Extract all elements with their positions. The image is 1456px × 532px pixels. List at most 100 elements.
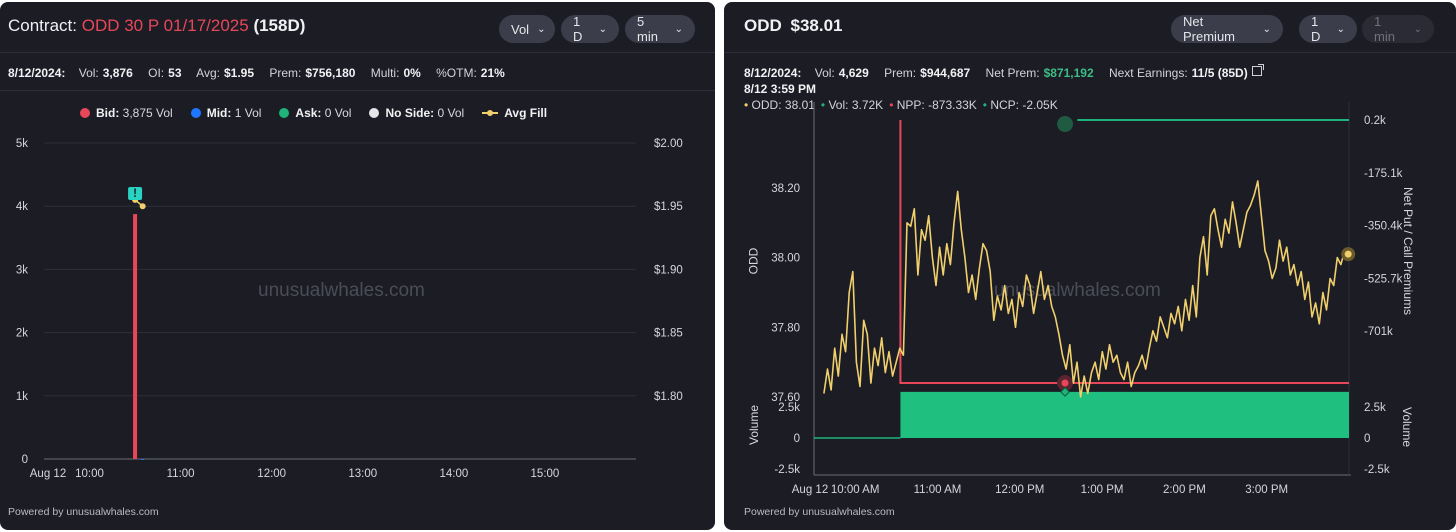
legend-value: 0 Vol (324, 106, 352, 120)
divider (724, 52, 1456, 53)
interval-dropdown[interactable]: 5 min ⌄ (625, 14, 695, 44)
tooltip-label: NPP: (896, 98, 925, 112)
x-tick-label: Aug 12 (30, 468, 66, 480)
ncp-marker (1057, 116, 1074, 132)
legend-label: Avg Fill (504, 106, 548, 120)
tooltip-values: • ODD: 38.01 • Vol: 3.72K • NPP: -873.33K •… (744, 98, 1064, 112)
x-tick-label: 10:00 AM (831, 484, 880, 496)
y-right-tick-label: $1.85 (654, 328, 683, 340)
y-left-tick-label: 37.80 (771, 322, 800, 334)
legend-swatch (80, 108, 90, 118)
chevron-down-icon: ⌄ (1413, 23, 1422, 35)
x-tick-label: 3:00 PM (1245, 484, 1288, 496)
volume-bar-mid (141, 458, 145, 460)
watermark: unusualwhales.com (258, 280, 425, 301)
volume-bar-bid (133, 214, 138, 459)
tooltip-value: -2.05K (1022, 98, 1058, 112)
y-right-tick-label: -525.7k (1364, 273, 1403, 285)
volume-left-tick-label: -2.5k (774, 464, 800, 476)
vol-dropdown[interactable]: Vol ⌄ (499, 15, 555, 43)
y-left-tick-label: 37.60 (771, 392, 800, 404)
tooltip-dot: • (744, 98, 749, 112)
volume-left-label: Volume (747, 404, 762, 446)
legend-swatch (369, 108, 380, 118)
x-tick-label: 10:00 (75, 468, 104, 480)
tooltip-dot: • (820, 98, 826, 112)
tooltip-value: -873.33K (928, 98, 977, 112)
ticker-price: $38.01 (790, 16, 843, 35)
tooltip-item: • Vol: 3.72K (821, 98, 883, 112)
chevron-down-icon: ⌄ (674, 23, 683, 35)
legend-label: Mid: (206, 106, 232, 120)
y-left-tick-label: 5k (16, 138, 28, 150)
footer-credit: Powered by unusualwhales.com (744, 506, 895, 518)
y-right-tick-label: $1.90 (654, 264, 683, 276)
volume-area (900, 391, 1349, 438)
tooltip-label: ODD: (751, 98, 782, 112)
chevron-down-icon: ⌄ (1262, 23, 1271, 35)
alert-marker-icon (128, 187, 143, 200)
ticker-symbol: ODD (744, 16, 782, 35)
legend-value: 1 Vol (234, 106, 262, 120)
x-tick-label: 14:00 (439, 468, 468, 480)
legend-item[interactable]: Bid: 3,875 Vol (80, 106, 173, 120)
tooltip-item: • NCP: -2.05K (983, 98, 1058, 112)
tooltip-item: • NPP: -873.33K (889, 98, 977, 112)
contract-title-prefix: Contract: (8, 16, 77, 35)
net-premium-chart: 37.60 37.80 38.00 38.20 0.2k -175.1k -350.4k -5… (771, 102, 1403, 496)
volume-right-tick-label: 0 (1364, 433, 1370, 445)
external-link-icon[interactable] (1251, 64, 1264, 76)
volume-right-label: Volume (1400, 406, 1415, 448)
timeframe-dropdown[interactable]: 1 D ⌄ (1299, 14, 1357, 44)
price-marker (1344, 250, 1352, 258)
legend-item[interactable]: Ask: 0 Vol (279, 106, 351, 120)
legend-item[interactable]: Avg Fill (482, 106, 547, 120)
y-right-tick-label: $1.95 (654, 201, 683, 213)
contract-volume-chart: 0 1k 2k 3k 4k 5k $1.80 $1.85 $1.90 $1.95 $2.00 Aug … (16, 138, 683, 480)
timeframe-dropdown[interactable]: 1 D ⌄ (561, 14, 619, 44)
y-right-tick-label: -175.1k (1364, 168, 1403, 180)
chevron-down-icon: ⌄ (598, 23, 607, 35)
divider (0, 52, 715, 53)
ticker-title: ODD $38.01 (744, 16, 843, 36)
y-right-tick-label: -350.4k (1364, 221, 1403, 233)
legend-line-swatch (482, 110, 499, 116)
y-left-tick-label: 1k (16, 391, 28, 403)
y-right-tick-label: 0.2k (1364, 115, 1386, 127)
contract-days: (158D) (253, 16, 306, 35)
metric-dropdown[interactable]: Net Premium ⌄ (1171, 14, 1283, 44)
ticker-chart-panel: ODD $38.01 Net Premium ⌄ 1 D ⌄ 1 min ⌄ 8/12… (724, 2, 1456, 530)
tooltip-value: 38.01 (784, 98, 815, 112)
tooltip-dot: • (889, 98, 894, 112)
tooltip-item: • ODD: 38.01 (744, 98, 815, 112)
chart-legend: Bid: 3,875 Vol Mid: 1 Vol Ask: 0 Vol No Sid… (80, 106, 547, 120)
y-left-tick-label: 3k (16, 264, 28, 276)
x-tick-label: 11:00 (167, 468, 195, 480)
legend-value: 0 Vol (437, 106, 465, 120)
tooltip-label: NCP: (990, 98, 1020, 112)
chevron-down-icon: ⌄ (537, 23, 546, 35)
tooltip-time: 8/12 3:59 PM (744, 82, 817, 96)
contract-stats: 8/12/2024: Vol: 3,876 OI: 53 Avg: $1.95 Pre… (8, 66, 505, 80)
y-right-tick-label: $1.80 (654, 391, 683, 403)
legend-value: 3,875 Vol (122, 106, 173, 120)
y-left-tick-label: 38.20 (771, 183, 800, 195)
volume-right-tick-label: -2.5k (1364, 464, 1390, 476)
volume-left-tick-label: 2.5k (778, 402, 800, 414)
alert-exclamation-icon: ! (133, 188, 137, 200)
y-right-tick-label: $2.00 (654, 138, 683, 150)
tooltip-value: 3.72K (851, 98, 884, 112)
y-left-tick-label: 38.00 (771, 253, 800, 265)
legend-item[interactable]: Mid: 1 Vol (190, 106, 262, 120)
y-right-axis-label: Net Put / Call Premiums (1401, 186, 1416, 316)
x-tick-label: 1:00 PM (1081, 484, 1124, 496)
legend-label: Ask: (295, 106, 322, 120)
watermark: unusualwhales.com (994, 280, 1161, 301)
contract-chart-panel: Contract: ODD 30 P 01/17/2025 (158D) Vol… (0, 2, 715, 530)
y-left-tick-label: 4k (16, 201, 28, 213)
interval-dropdown[interactable]: 1 min ⌄ (1362, 14, 1434, 44)
x-tick-label: 12:00 (257, 468, 286, 480)
x-tick-label: 11:00 AM (914, 484, 962, 496)
legend-item[interactable]: No Side: 0 Vol (369, 106, 464, 120)
x-tick-label: 12:00 PM (995, 484, 1044, 496)
